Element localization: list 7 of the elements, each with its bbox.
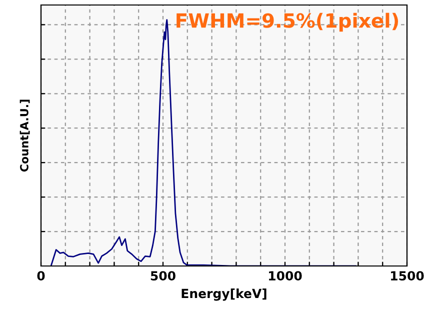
- x-tick-label: 0: [37, 271, 45, 281]
- y-axis-title: Count[A.U.]: [20, 100, 30, 172]
- annotation: FWHM=9.5%(1pixel): [176, 12, 398, 32]
- x-axis-title: Energy[keV]: [182, 288, 266, 301]
- x-tick-label: 1000: [269, 271, 302, 281]
- x-tick-label: 500: [150, 271, 176, 281]
- x-tick-label: 1500: [391, 271, 424, 281]
